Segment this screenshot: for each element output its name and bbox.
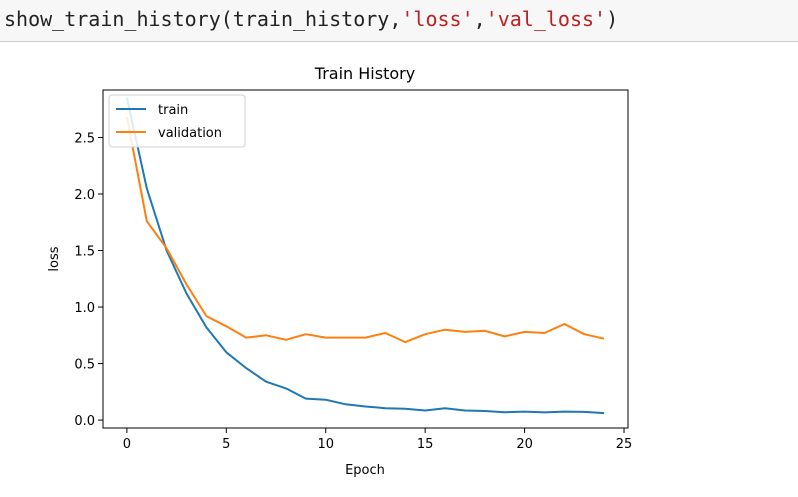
legend-label-train: train <box>158 103 188 118</box>
series-layer <box>125 97 605 415</box>
y-tick-label: 1.0 <box>74 301 95 316</box>
x-tick-label: 20 <box>516 437 533 452</box>
x-tick-label: 15 <box>417 437 434 452</box>
x-axis-label: Epoch <box>345 463 385 478</box>
x-tick-label: 0 <box>123 437 131 452</box>
y-axis-label: loss <box>47 246 62 271</box>
y-tick-label: 2.0 <box>74 188 95 203</box>
x-tick-label: 10 <box>317 437 334 452</box>
code-comma: , <box>473 7 486 31</box>
y-tick-label: 2.5 <box>74 131 95 146</box>
series-line-train <box>125 97 605 415</box>
y-tick-label: 1.5 <box>74 245 95 260</box>
code-cell[interactable]: show_train_history(train_history,'loss',… <box>0 0 798 42</box>
code-line: show_train_history(train_history,'loss',… <box>4 7 618 31</box>
code-close-paren: ) <box>606 7 619 31</box>
x-tick-label: 25 <box>616 437 633 452</box>
chart-title: Train History <box>314 64 415 83</box>
x-tick-label: 5 <box>222 437 230 452</box>
axis-ticks: 0 5 10 15 20 25 0.0 0.5 1.0 1.5 2.0 2.5 <box>74 131 632 452</box>
legend-label-validation: validation <box>158 126 222 141</box>
y-tick-label: 0.0 <box>74 414 95 429</box>
code-arg-loss: 'loss' <box>401 7 474 31</box>
y-tick-label: 0.5 <box>74 358 95 373</box>
series-line-validation <box>125 116 605 344</box>
legend: train validation <box>108 94 246 148</box>
plot-frame <box>102 89 629 429</box>
code-arg-val-loss: 'val_loss' <box>485 7 607 31</box>
code-function-call: show_train_history(train_history, <box>4 7 402 31</box>
